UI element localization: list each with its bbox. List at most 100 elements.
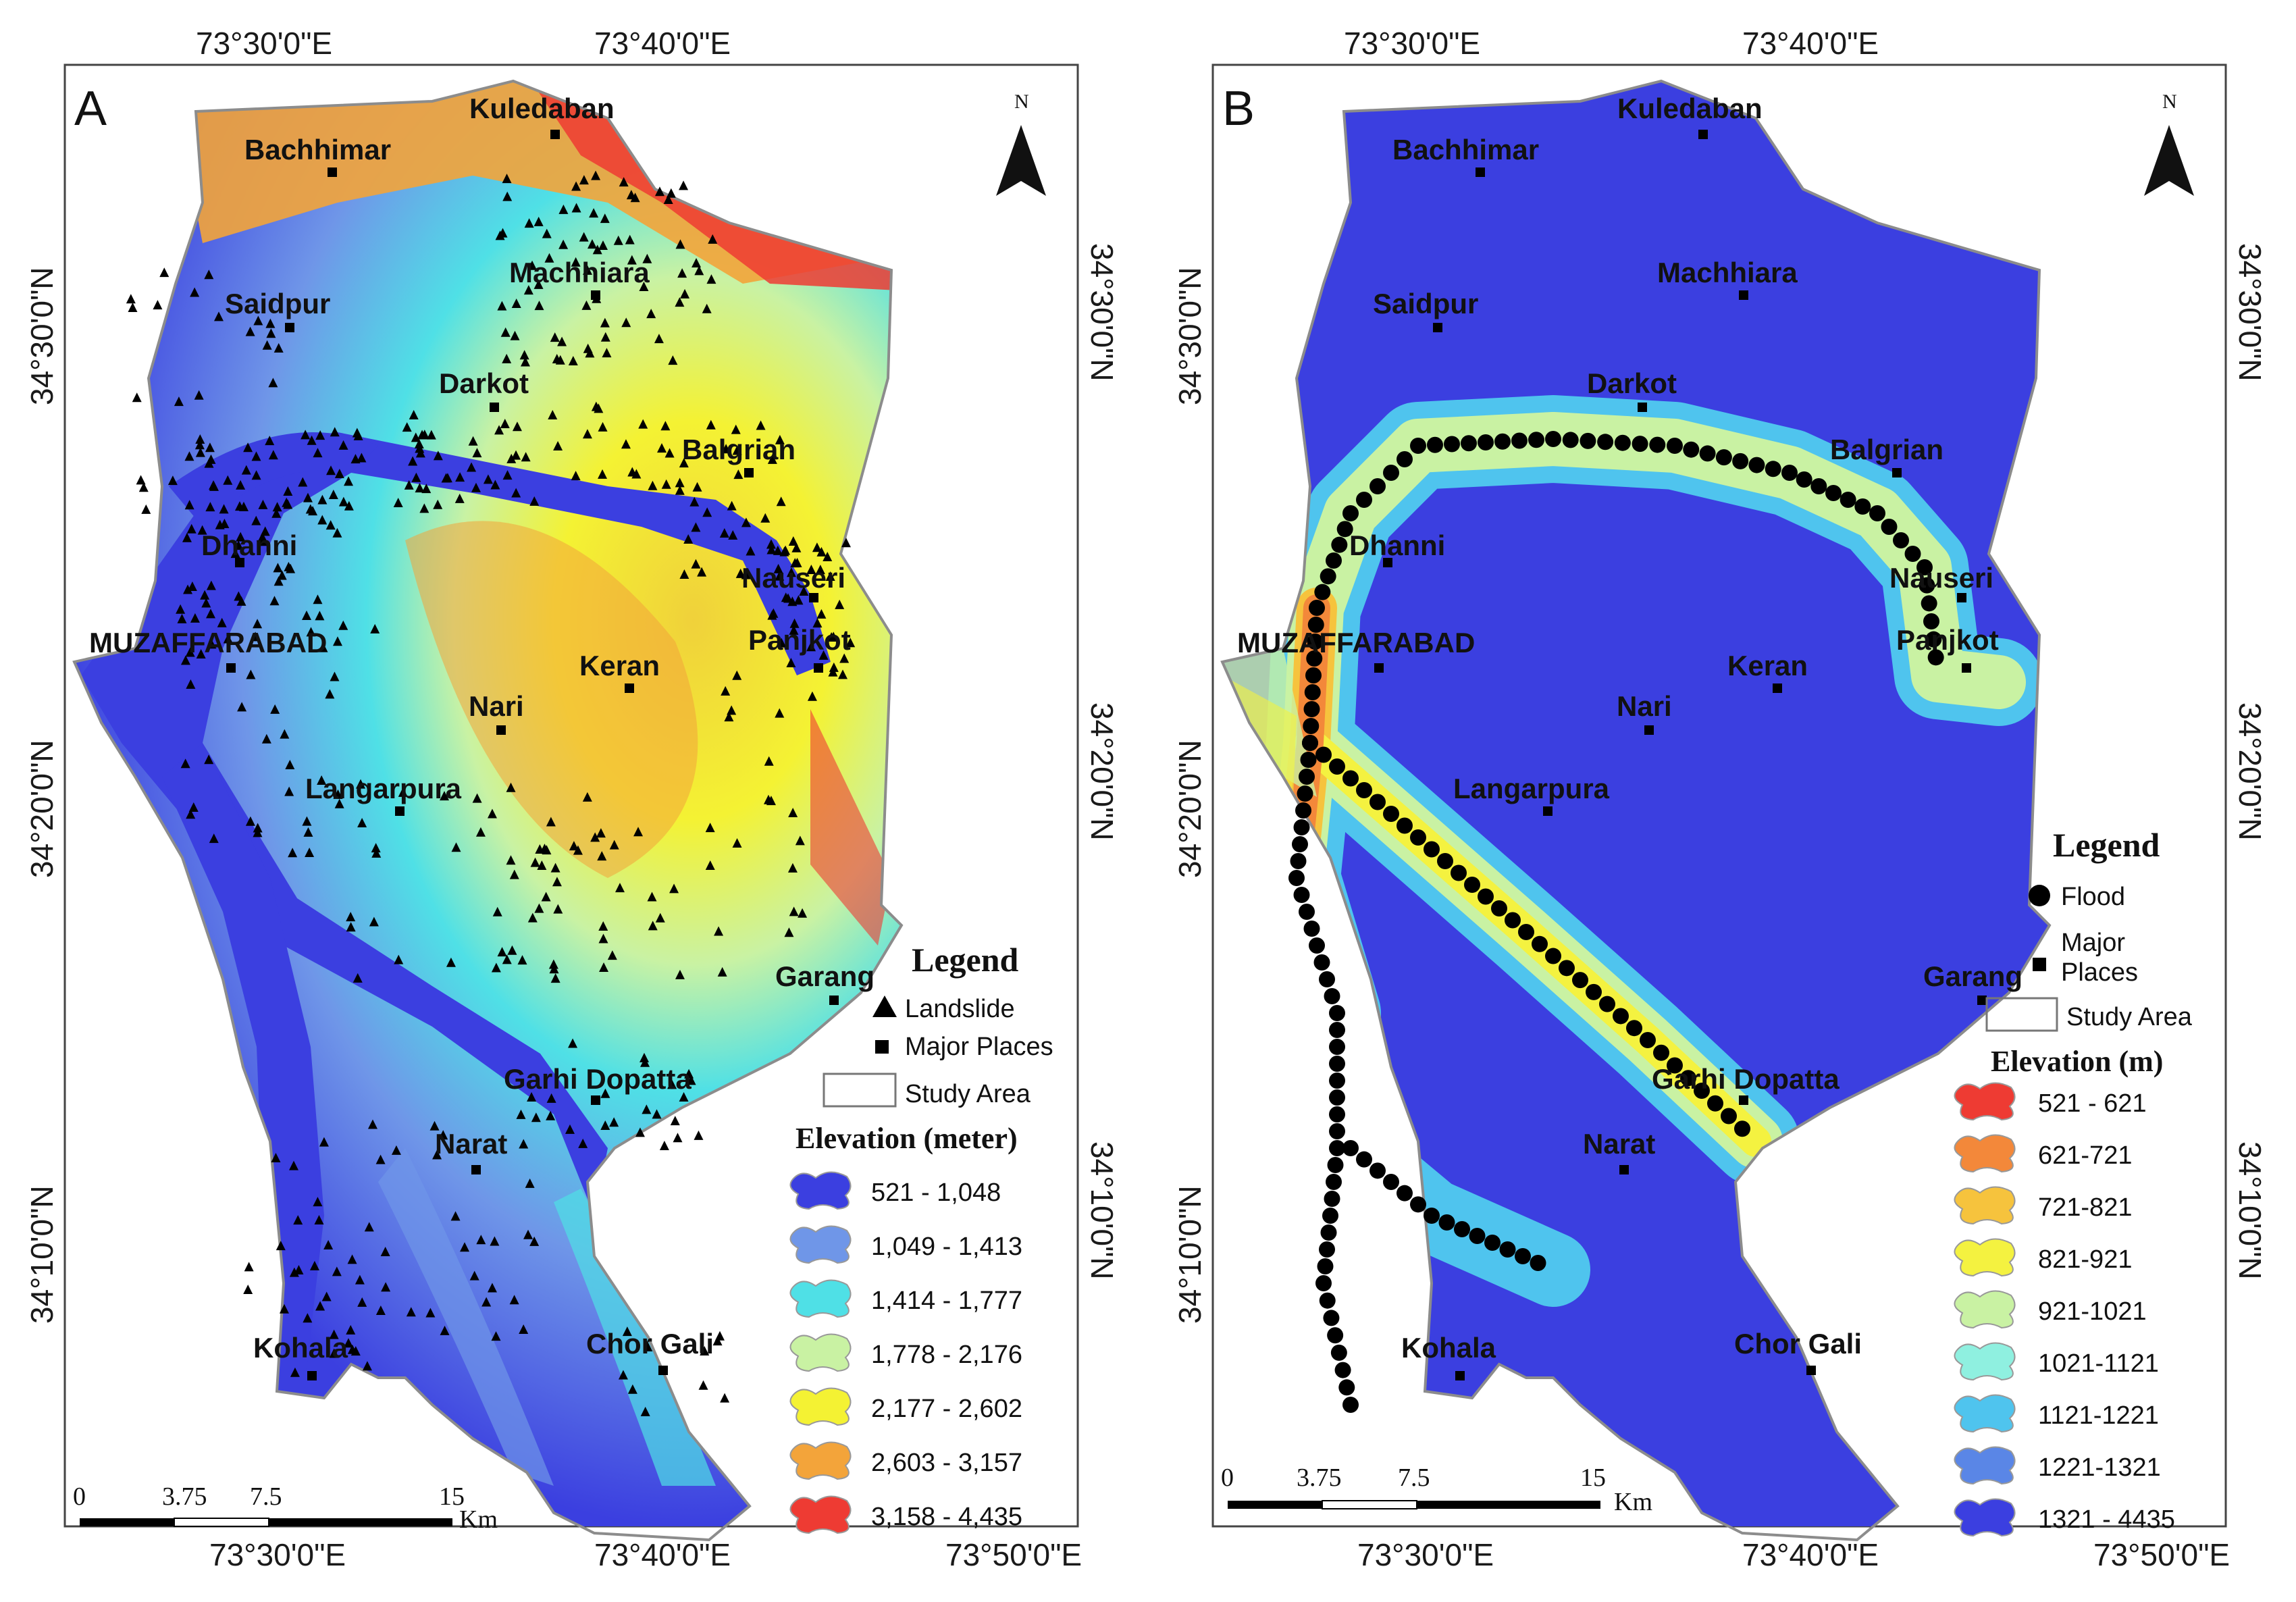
landslide-icon (525, 1178, 535, 1188)
north-arrow-icon: N (2144, 91, 2194, 196)
landslide-icon (670, 1116, 680, 1126)
landslide-icon (219, 504, 229, 514)
landslide-icon (186, 679, 196, 689)
flood-icon (1329, 1056, 1345, 1072)
landslide-icon (357, 453, 367, 463)
svg-text:0: 0 (1221, 1464, 1234, 1492)
place-label: MUZAFFARABAD (1237, 627, 1475, 658)
panel-letter: B (1222, 82, 1255, 136)
landslide-icon (598, 421, 608, 432)
place-label: Darkot (439, 367, 529, 399)
landslide-icon (764, 756, 774, 766)
place-markers (1374, 130, 1987, 1380)
flood-icon (1869, 505, 1885, 521)
landslide-icon (318, 642, 328, 652)
flood-icon (1329, 1089, 1345, 1106)
coord-bottom-left: 73°30'0"E (209, 1537, 346, 1572)
coord-right-mid: 34°20'0"N (1085, 702, 1120, 841)
flood-icon (1299, 769, 1315, 785)
landslide-icon (775, 708, 785, 718)
legend-swatch-icon (1954, 1186, 2016, 1225)
landslide-icon (301, 430, 311, 440)
landslide-icon (245, 326, 255, 336)
place-label: MUZAFFARABAD (89, 627, 327, 658)
flood-icon (1562, 432, 1579, 448)
landslide-icon (353, 973, 363, 983)
landslide-icon (548, 409, 558, 419)
landslide-icon (872, 996, 897, 1017)
landslide-icon (679, 180, 689, 190)
landslide-icon (323, 1240, 334, 1250)
major-place-icon (2033, 958, 2046, 971)
flood-icon (1626, 1020, 1642, 1037)
landslide-icon (643, 1341, 653, 1351)
landslide-icon (253, 619, 263, 629)
flood-icon (1825, 485, 1842, 501)
landslide-icon (530, 857, 540, 867)
landslide-icon (517, 955, 527, 965)
place-label: Keran (579, 650, 660, 681)
legend-item: Landslide (905, 995, 1015, 1023)
landslide-icon (141, 504, 151, 514)
flood-icon (1904, 546, 1921, 562)
landslide-icon (582, 792, 592, 802)
landslide-icon (829, 662, 839, 672)
landslide-icon (303, 827, 313, 837)
landslide-icon (697, 567, 707, 577)
flood-icon (1338, 1379, 1355, 1396)
landslide-icon (615, 883, 625, 893)
flood-icon (1613, 1008, 1629, 1025)
landslide-icon (319, 1137, 329, 1147)
landslide-icon (767, 454, 777, 464)
legend-swatch-icon (1954, 1238, 2016, 1277)
flood-icon (1515, 1248, 1531, 1264)
landslide-icon (600, 213, 610, 224)
landslide-icon (786, 567, 796, 577)
flood-icon (1305, 667, 1322, 683)
place-label: Narat (435, 1128, 507, 1160)
landslide-icon (789, 906, 799, 916)
legend-swatch-icon (789, 1279, 852, 1318)
landslide-icon (369, 916, 379, 927)
landslide-icon (542, 228, 552, 238)
landslide-icon (268, 378, 278, 388)
landslide-icon (497, 301, 507, 311)
landslide-icon (257, 536, 267, 546)
landslide-icon (352, 428, 362, 438)
landslide-icon (520, 357, 530, 367)
landslide-icon (568, 1038, 578, 1048)
landslide-icon (467, 462, 477, 472)
landslide-icon (315, 1301, 325, 1311)
flood-icon (1427, 436, 1443, 453)
landslide-icon (652, 1109, 662, 1119)
landslide-icon (272, 502, 282, 512)
landslide-icon (414, 439, 424, 449)
landslide-icon (251, 470, 261, 480)
landslide-icon (732, 445, 742, 455)
place-label: Bachhimar (244, 134, 391, 165)
landslide-icon (565, 1124, 575, 1134)
landslide-icon (207, 639, 217, 649)
landslide-icon (190, 613, 200, 623)
landslide-icon (415, 483, 425, 493)
landslide-icon (640, 1406, 650, 1416)
flood-icon (1329, 1073, 1345, 1089)
svg-text:Km: Km (459, 1505, 498, 1534)
landslide-icon (790, 558, 800, 568)
landslide-icon (370, 623, 380, 634)
legend-swatch-icon (1954, 1290, 2016, 1329)
landslide-icon (180, 655, 190, 665)
svg-text:Km: Km (1614, 1488, 1652, 1516)
elevation-class-label: 1121-1221 (2038, 1401, 2159, 1430)
flood-icon (1297, 785, 1313, 802)
landslide-icon (655, 912, 665, 923)
landslide-icon (845, 638, 856, 648)
landslide-icon (719, 528, 729, 538)
landslide-icon (190, 287, 200, 297)
landslide-icon (787, 862, 798, 873)
landslide-icon (591, 170, 601, 180)
landslide-icon (483, 474, 493, 484)
landslide-icon (786, 657, 796, 667)
place-label: Kohala (1401, 1332, 1496, 1364)
landslide-icon (183, 584, 193, 594)
